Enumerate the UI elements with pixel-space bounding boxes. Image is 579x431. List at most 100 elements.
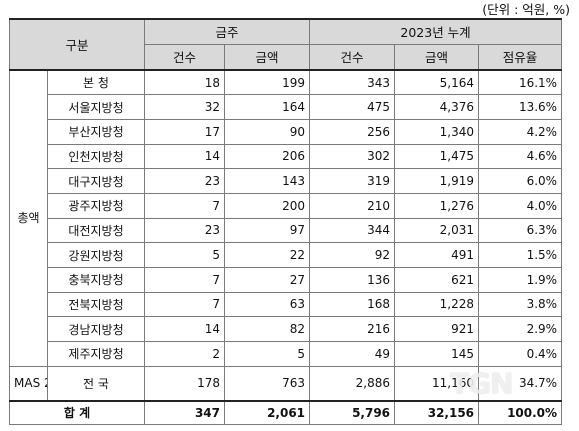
region-name: 충북지방청 [46, 266, 146, 293]
ytd-count: 168 [309, 291, 396, 318]
share: 16.1% [478, 69, 563, 96]
weekly-amount: 200 [224, 192, 311, 219]
mas-ytd-count: 2,886 [309, 365, 396, 402]
ytd-count: 475 [309, 94, 396, 120]
region-name: 전북지방청 [46, 291, 146, 318]
share: 2.9% [478, 316, 563, 342]
weekly-amount: 22 [224, 242, 311, 268]
ytd-amount: 491 [394, 242, 480, 268]
mas-weekly-count: 178 [144, 365, 226, 402]
header-weekly-count: 건수 [144, 43, 226, 71]
weekly-count: 14 [144, 316, 226, 342]
ytd-amount: 1,340 [394, 118, 480, 145]
mas-weekly-amount: 763 [224, 365, 311, 402]
share: 4.0% [478, 192, 563, 219]
header-weekly-amount: 금액 [224, 43, 311, 71]
weekly-count: 7 [144, 192, 226, 219]
table-row: 제주지방청 2 5 49 145 0.4% [10, 340, 563, 367]
weekly-amount: 90 [224, 118, 311, 145]
region-name: 제주지방청 [46, 340, 146, 367]
ytd-count: 343 [309, 69, 396, 96]
ytd-count: 302 [309, 143, 396, 170]
weekly-count: 18 [144, 69, 226, 96]
share: 1.5% [478, 242, 563, 268]
weekly-amount: 97 [224, 217, 311, 244]
mas-group-label: MAS 2단계 [9, 365, 48, 402]
table-row: 총액 본 청 18 199 343 5,164 16.1% [9, 69, 563, 367]
mas-share: 34.7% [478, 365, 563, 402]
header-category: 구분 [8, 18, 146, 71]
table-row: 대전지방청 23 97 344 2,031 6.3% [10, 217, 563, 244]
weekly-count: 7 [144, 266, 226, 293]
weekly-amount: 164 [224, 94, 311, 120]
header-ytd: 2023년 누계 [309, 18, 563, 45]
weekly-count: 7 [144, 291, 226, 318]
ytd-count: 256 [309, 118, 396, 145]
region-name: 본 청 [46, 69, 146, 96]
share: 6.3% [478, 217, 563, 244]
share: 4.6% [478, 143, 563, 170]
ytd-count: 92 [309, 242, 396, 268]
total-share: 100.0% [478, 399, 563, 425]
share: 1.9% [478, 266, 563, 293]
ytd-amount: 1,919 [394, 168, 480, 194]
mas-region: 전 국 [46, 365, 146, 402]
ytd-amount: 5,164 [394, 69, 480, 96]
share: 3.8% [478, 291, 563, 318]
ytd-amount: 2,031 [394, 217, 480, 244]
ytd-amount: 1,475 [394, 143, 480, 170]
ytd-count: 344 [309, 217, 396, 244]
weekly-count: 5 [144, 242, 226, 268]
table-row: 강원지방청 5 22 92 491 1.5% [10, 242, 563, 268]
ytd-amount: 145 [394, 340, 480, 367]
weekly-amount: 206 [224, 143, 311, 170]
table-row: 경남지방청 14 82 216 921 2.9% [10, 316, 563, 342]
ytd-amount: 621 [394, 266, 480, 293]
ytd-count: 210 [309, 192, 396, 219]
table-row: 서울지방청 32 164 475 4,376 13.6% [10, 94, 563, 120]
weekly-count: 32 [144, 94, 226, 120]
table-row: 전북지방청 7 63 168 1,228 3.8% [10, 291, 563, 318]
weekly-count: 2 [144, 340, 226, 367]
region-name: 광주지방청 [46, 192, 146, 219]
header-ytd-count: 건수 [309, 43, 396, 71]
ytd-amount: 4,376 [394, 94, 480, 120]
region-name: 부산지방청 [46, 118, 146, 145]
procurement-table: 구분 금주 2023년 누계 건수 금액 건수 금액 점유율 총액 본 청 18 19… [8, 18, 563, 425]
header-ytd-amount: 금액 [394, 43, 480, 71]
ytd-count: 49 [309, 340, 396, 367]
share: 13.6% [478, 94, 563, 120]
total-ytd-amount: 32,156 [394, 399, 480, 425]
weekly-amount: 199 [224, 69, 311, 96]
ytd-count: 319 [309, 168, 396, 194]
weekly-count: 17 [144, 118, 226, 145]
share: 4.2% [478, 118, 563, 145]
ytd-amount: 1,276 [394, 192, 480, 219]
share: 6.0% [478, 168, 563, 194]
total-label: 합 계 [8, 399, 146, 425]
weekly-amount: 5 [224, 340, 311, 367]
mas-ytd-amount: 11,160 [394, 365, 480, 402]
table-row: 인천지방청 14 206 302 1,475 4.6% [10, 143, 563, 170]
ytd-count: 136 [309, 266, 396, 293]
header-weekly: 금주 [144, 18, 311, 45]
group-label: 총액 [9, 69, 48, 367]
weekly-amount: 82 [224, 316, 311, 342]
region-name: 대구지방청 [46, 168, 146, 194]
table-row: 광주지방청 7 200 210 1,276 4.0% [10, 192, 563, 219]
table-row-total: 합 계 347 2,061 5,796 32,156 100.0% [8, 399, 563, 425]
ytd-amount: 921 [394, 316, 480, 342]
region-name: 서울지방청 [46, 94, 146, 120]
unit-note: (단위 : 억원, %) [482, 2, 570, 17]
weekly-amount: 143 [224, 168, 311, 194]
region-name: 대전지방청 [46, 217, 146, 244]
region-name: 경남지방청 [46, 316, 146, 342]
weekly-count: 23 [144, 168, 226, 194]
share: 0.4% [478, 340, 563, 367]
header-share: 점유율 [478, 43, 563, 71]
weekly-amount: 27 [224, 266, 311, 293]
total-weekly-count: 347 [144, 399, 226, 425]
weekly-amount: 63 [224, 291, 311, 318]
total-ytd-count: 5,796 [309, 399, 396, 425]
table-row: 충북지방청 7 27 136 621 1.9% [10, 266, 563, 293]
